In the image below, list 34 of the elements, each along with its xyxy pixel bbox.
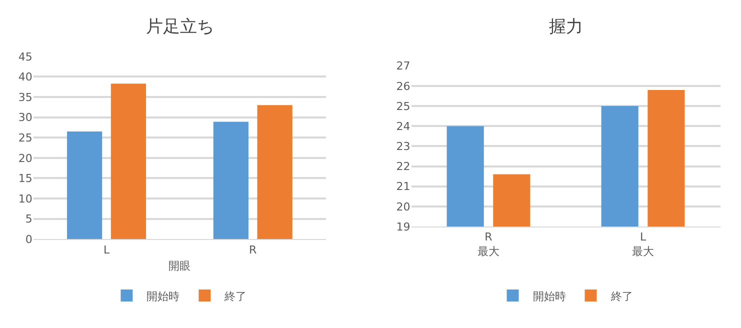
x-tick-label: R 最大 bbox=[478, 230, 500, 258]
bar bbox=[110, 84, 146, 240]
y-tick-label: 40 bbox=[18, 70, 32, 84]
y-tick-label: 23 bbox=[396, 140, 410, 154]
y-tick-label: 30 bbox=[18, 111, 32, 124]
y-tick-label: 19 bbox=[396, 220, 410, 234]
bar bbox=[257, 105, 292, 240]
bar bbox=[213, 122, 248, 240]
legend-label: 開始時 bbox=[146, 290, 180, 303]
y-tick-label: 35 bbox=[18, 90, 32, 104]
legend-label: 開始時 bbox=[532, 290, 566, 303]
y-tick-label: 5 bbox=[25, 212, 32, 226]
y-tick-label: 27 bbox=[396, 60, 410, 73]
y-tick-label: 24 bbox=[396, 120, 410, 133]
x-tick-label: L bbox=[103, 243, 110, 256]
y-tick-label: 25 bbox=[396, 100, 410, 113]
chart-title: 片足立ち bbox=[146, 17, 214, 37]
y-tick-label: 22 bbox=[396, 160, 410, 174]
x-axis-title: 開眼 bbox=[168, 260, 191, 272]
bar bbox=[67, 132, 102, 240]
y-tick-label: 20 bbox=[396, 200, 410, 214]
y-tick-label: 0 bbox=[25, 232, 32, 246]
legend-label: 終了 bbox=[610, 290, 633, 303]
y-tick-label: 10 bbox=[18, 192, 32, 206]
x-tick-label: R bbox=[249, 243, 258, 256]
y-tick-label: 45 bbox=[18, 50, 32, 64]
y-tick-label: 15 bbox=[18, 172, 32, 186]
y-tick-label: 20 bbox=[18, 152, 32, 165]
legend-label: 終了 bbox=[224, 290, 247, 303]
y-tick-label: 21 bbox=[396, 180, 410, 194]
chart-title: 握力 bbox=[549, 17, 583, 37]
y-tick-label: 26 bbox=[396, 80, 410, 93]
x-tick-label: L 最大 bbox=[632, 230, 654, 258]
y-tick-label: 25 bbox=[18, 131, 32, 144]
